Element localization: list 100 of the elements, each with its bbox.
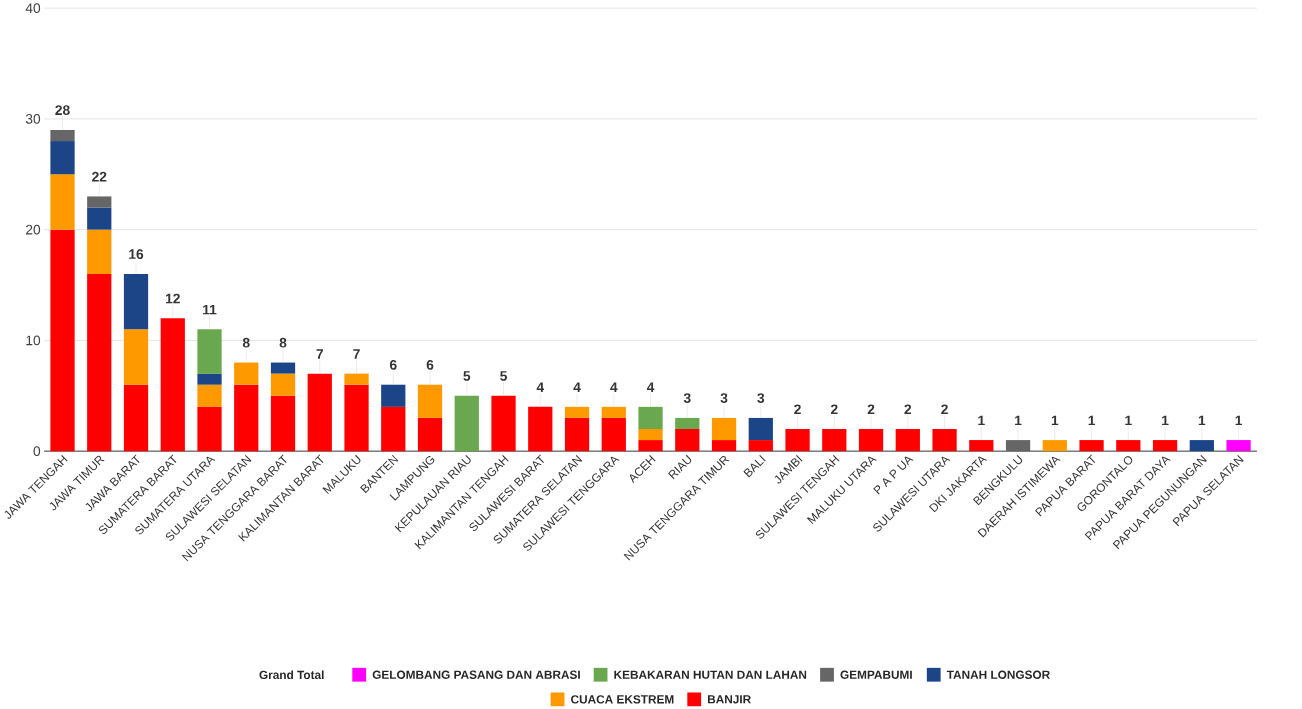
- bar: [1079, 439, 1104, 452]
- total-label: 28: [55, 105, 70, 115]
- bar: [638, 406, 663, 429]
- bar: [1042, 439, 1067, 452]
- bar: [123, 384, 149, 452]
- bar: [1226, 439, 1251, 452]
- bar: [932, 428, 957, 452]
- bar: [711, 417, 737, 440]
- bar: [748, 439, 773, 452]
- bar: [381, 384, 406, 407]
- bar: [675, 428, 700, 452]
- bar: [528, 406, 553, 452]
- bar: [564, 417, 590, 452]
- total-label: 1: [1198, 415, 1206, 426]
- bar: [197, 406, 222, 452]
- total-label: 1: [1015, 415, 1022, 426]
- legend-label: GELOMBANG PASANG DAN ABRASI: [372, 670, 580, 679]
- bar: [1005, 439, 1031, 452]
- bar: [564, 406, 590, 418]
- bar: [87, 196, 112, 208]
- total-label: 6: [426, 359, 434, 370]
- bar: [969, 439, 994, 452]
- bar: [675, 417, 700, 429]
- bar: [381, 406, 406, 452]
- bar: [270, 395, 296, 452]
- bar: [160, 318, 185, 452]
- bar: [87, 273, 112, 452]
- total-label: 4: [646, 382, 655, 392]
- total-label: 4: [610, 382, 618, 392]
- total-label: 7: [316, 349, 323, 359]
- total-label: 1: [1051, 415, 1059, 426]
- bar: [87, 207, 112, 230]
- total-label: 8: [279, 337, 287, 348]
- total-label: 1: [1162, 415, 1169, 426]
- legend-label: TANAH LONGSOR: [946, 670, 1050, 679]
- total-label: 4: [573, 382, 581, 392]
- bar: [895, 428, 920, 452]
- total-label: 7: [353, 349, 360, 359]
- bar: [197, 373, 222, 385]
- bar: [123, 329, 149, 385]
- bar: [50, 129, 75, 141]
- y-tick-label: 0: [33, 446, 41, 456]
- legend-title: Grand Total: [259, 670, 324, 679]
- total-label: 22: [92, 171, 107, 182]
- total-label: 1: [1088, 415, 1096, 426]
- y-tick-label: 40: [25, 3, 41, 13]
- total-label: 1: [1125, 415, 1132, 426]
- bar: [638, 439, 663, 452]
- bar: [711, 439, 737, 452]
- total-label: 4: [536, 382, 545, 392]
- bar: [50, 229, 75, 452]
- bar: [491, 395, 516, 452]
- total-label: 12: [165, 293, 180, 304]
- bar: [748, 417, 773, 440]
- total-label: 11: [203, 304, 217, 315]
- legend-label: CUACA EKSTREM: [571, 695, 674, 704]
- bar: [197, 329, 222, 374]
- y-tick-label: 20: [26, 224, 41, 235]
- total-label: 5: [463, 371, 471, 381]
- total-label: 1: [978, 415, 985, 426]
- bar: [1116, 439, 1141, 452]
- bar: [785, 428, 810, 452]
- bar: [50, 174, 75, 230]
- bar: [601, 406, 626, 418]
- total-label: 3: [757, 393, 765, 403]
- bar: [822, 428, 847, 452]
- total-label: 2: [941, 404, 948, 414]
- bar: [87, 229, 112, 274]
- total-label: 1: [1235, 415, 1243, 426]
- bar: [1152, 439, 1178, 452]
- bar: [270, 373, 296, 396]
- total-label: 2: [904, 404, 912, 414]
- bar: [270, 362, 296, 374]
- bar: [197, 384, 222, 407]
- total-label: 2: [830, 404, 838, 414]
- total-label: 3: [683, 393, 691, 403]
- bar: [234, 384, 259, 452]
- bar: [1189, 439, 1214, 452]
- bar: [123, 273, 149, 330]
- bar: [417, 384, 443, 418]
- total-label: 5: [500, 371, 507, 381]
- y-tick-label: 10: [26, 335, 41, 346]
- total-label: 8: [242, 337, 250, 348]
- total-label: 6: [389, 359, 397, 370]
- y-tick-label: 30: [25, 113, 41, 124]
- bar: [638, 428, 663, 440]
- bar: [344, 373, 369, 385]
- bar: [454, 395, 479, 452]
- bar: [417, 417, 443, 452]
- legend-label: KEBAKARAN HUTAN DAN LAHAN: [614, 670, 807, 679]
- total-label: 2: [794, 404, 801, 414]
- legend-label: GEMPABUMI: [840, 670, 912, 679]
- total-label: 3: [720, 393, 728, 403]
- legend-label: BANJIR: [707, 695, 751, 704]
- total-label: 2: [867, 404, 875, 414]
- bar: [858, 428, 884, 452]
- bar: [601, 417, 626, 452]
- bar: [344, 384, 369, 452]
- bar: [307, 373, 332, 452]
- bar: [234, 362, 259, 385]
